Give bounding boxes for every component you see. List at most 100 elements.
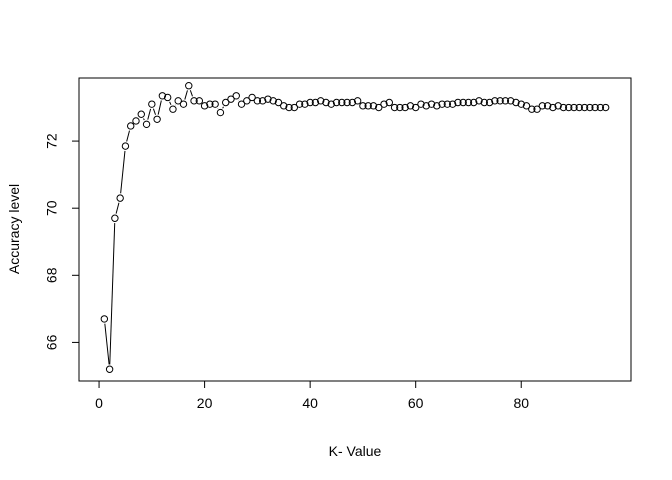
data-point (369, 102, 378, 110)
y-axis: 66 68 70 72 (44, 133, 80, 350)
data-point (554, 102, 562, 110)
data-point (116, 194, 124, 202)
data-point (401, 103, 409, 112)
y-axis-label: Accuracy level (6, 184, 22, 274)
data-point (538, 102, 547, 110)
data-point (464, 98, 473, 107)
data-point (179, 100, 188, 108)
data-point (232, 92, 240, 100)
x-tick-label: 0 (95, 395, 103, 411)
data-point (522, 102, 531, 110)
data-point (274, 98, 283, 107)
data-point (385, 98, 394, 107)
data-line-segments (104, 90, 240, 365)
data-point (390, 103, 399, 112)
data-point (280, 102, 288, 110)
data-point (575, 103, 583, 112)
line-segment (126, 130, 130, 142)
data-point (227, 95, 235, 103)
data-point (596, 103, 605, 112)
data-point (443, 100, 452, 108)
data-point (438, 100, 446, 108)
data-point (470, 98, 478, 107)
data-point (411, 103, 420, 112)
data-point (264, 95, 272, 103)
data-point (565, 103, 573, 112)
data-point (491, 97, 499, 105)
line-segment (189, 90, 193, 97)
data-point (111, 214, 119, 222)
data-point (559, 103, 568, 112)
data-point (533, 105, 541, 113)
data-point (406, 102, 415, 110)
data-point (586, 103, 594, 112)
data-point (137, 110, 145, 118)
data-point (517, 100, 525, 108)
x-tick-label: 40 (302, 395, 318, 411)
data-point (295, 100, 304, 108)
data-point (142, 120, 151, 129)
data-point (174, 97, 182, 105)
data-point (332, 98, 341, 107)
data-point (269, 97, 277, 105)
data-point (396, 103, 404, 112)
y-tick-label: 70 (44, 200, 60, 216)
data-point (158, 92, 167, 100)
line-segment (104, 323, 110, 365)
data-point (253, 97, 262, 105)
data-point (427, 100, 436, 108)
data-point (485, 98, 494, 107)
data-point (216, 108, 225, 117)
data-point (549, 103, 557, 112)
data-point (301, 100, 309, 108)
data-point (190, 97, 198, 105)
data-point (359, 102, 367, 110)
x-axis-label: K- Value (329, 443, 382, 459)
data-point (496, 97, 504, 105)
data-point (475, 97, 483, 105)
data-point (248, 93, 256, 102)
line-segment (152, 108, 156, 115)
plot-frame (78, 77, 632, 382)
data-point (454, 98, 462, 107)
line-segment (169, 101, 172, 106)
x-tick-label: 80 (513, 395, 529, 411)
line-segment (147, 108, 152, 120)
data-point (132, 117, 140, 125)
data-point (127, 122, 135, 130)
x-tick-label: 60 (408, 395, 424, 411)
data-point (285, 103, 293, 112)
data-point (480, 98, 488, 107)
data-point (512, 98, 520, 107)
data-point (322, 98, 330, 107)
line-segment (143, 118, 145, 121)
data-point (327, 100, 335, 108)
data-point (105, 365, 114, 373)
data-point (580, 103, 589, 112)
data-point (375, 103, 383, 112)
data-point (311, 98, 320, 107)
data-point (100, 315, 109, 323)
data-point (353, 97, 362, 105)
data-point (200, 102, 209, 110)
data-point (348, 98, 357, 107)
data-point (258, 97, 267, 105)
data-point (316, 97, 325, 105)
data-point (433, 102, 441, 110)
data-point (343, 98, 351, 107)
data-point (163, 93, 172, 102)
line-segment (109, 223, 116, 365)
data-point (448, 100, 457, 108)
data-point (459, 98, 467, 107)
data-point (591, 103, 599, 112)
data-point (506, 97, 515, 105)
data-point (148, 100, 156, 108)
data-point (195, 97, 204, 105)
data-point (222, 98, 230, 107)
data-point (211, 100, 219, 108)
data-points (100, 82, 610, 373)
data-point (237, 100, 246, 108)
data-point (570, 103, 578, 112)
data-point (169, 105, 177, 113)
